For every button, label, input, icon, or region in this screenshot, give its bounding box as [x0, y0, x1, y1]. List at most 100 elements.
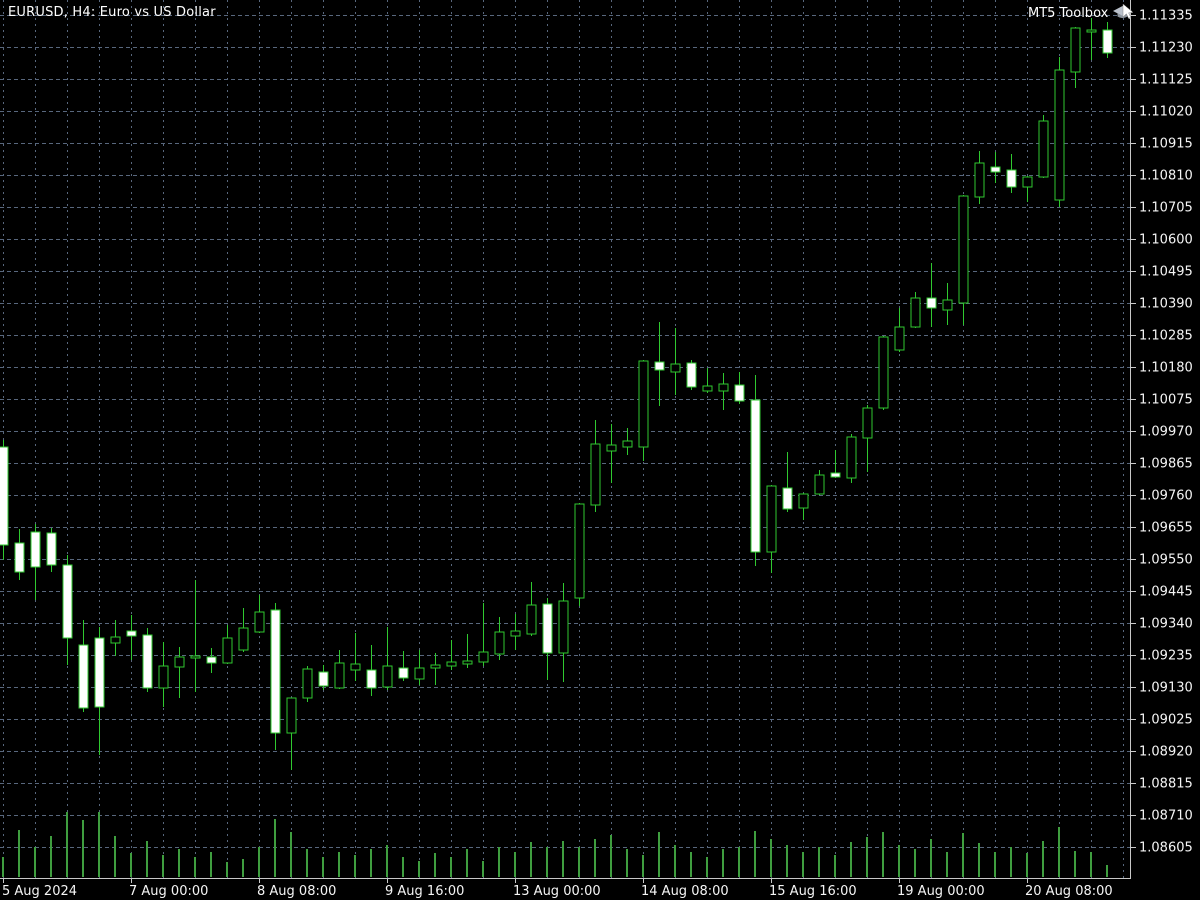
candle-body — [654, 361, 665, 371]
volume-bar — [1106, 865, 1108, 877]
price-tick-label[interactable]: 1.10390 — [1139, 297, 1193, 312]
time-tick-label[interactable]: 20 Aug 08:00 — [1025, 884, 1113, 899]
candle-body — [462, 660, 473, 665]
time-tick-label[interactable]: 9 Aug 16:00 — [385, 884, 464, 899]
volume-bar — [994, 852, 996, 877]
volume-bar — [258, 847, 260, 877]
price-tick-label[interactable]: 1.10600 — [1139, 233, 1193, 248]
candle-body — [254, 611, 265, 633]
volume-bar — [626, 849, 628, 877]
price-tick-label[interactable]: 1.11335 — [1139, 9, 1193, 24]
candle-body — [30, 531, 41, 568]
volume-bar — [210, 852, 212, 877]
price-tick-label[interactable]: 1.10495 — [1139, 265, 1193, 280]
time-tick-label[interactable]: 15 Aug 16:00 — [769, 884, 857, 899]
volume-bar — [274, 819, 276, 877]
volume-bar — [834, 855, 836, 877]
candle-body — [766, 485, 777, 553]
candle-body — [910, 297, 921, 328]
price-tick-label[interactable]: 1.09970 — [1139, 425, 1193, 440]
candle-body — [174, 656, 185, 668]
time-tick-label[interactable]: 8 Aug 08:00 — [257, 884, 336, 899]
candle-body — [862, 407, 873, 439]
time-tick-label[interactable]: 5 Aug 2024 — [2, 884, 77, 899]
price-tick-label[interactable]: 1.10285 — [1139, 329, 1193, 344]
time-tick-label[interactable]: 14 Aug 08:00 — [641, 884, 729, 899]
volume-bar — [338, 852, 340, 877]
volume-bar — [610, 835, 612, 877]
price-tick-label[interactable]: 1.10810 — [1139, 169, 1193, 184]
price-tick-label[interactable]: 1.10075 — [1139, 393, 1193, 408]
price-tick-label[interactable]: 1.08815 — [1139, 777, 1193, 792]
candle-body — [110, 636, 121, 644]
volume-bar — [1090, 852, 1092, 877]
candle-body — [558, 600, 569, 654]
price-tick-label[interactable]: 1.09865 — [1139, 457, 1193, 472]
candle-body — [670, 363, 681, 373]
candle-body — [78, 644, 89, 709]
candle-body — [1102, 29, 1113, 54]
price-tick-label[interactable]: 1.09655 — [1139, 521, 1193, 536]
price-tick-label[interactable]: 1.10915 — [1139, 137, 1193, 152]
candle-body — [430, 664, 441, 669]
volume-bar — [802, 852, 804, 877]
volume-bar — [50, 836, 52, 877]
price-tick-label[interactable]: 1.11020 — [1139, 105, 1193, 120]
candle-body — [206, 656, 217, 664]
price-tick-label[interactable]: 1.10705 — [1139, 201, 1193, 216]
candle-body — [894, 326, 905, 351]
price-tick-label[interactable]: 1.08710 — [1139, 809, 1193, 824]
price-tick-label[interactable]: 1.11125 — [1139, 73, 1193, 88]
volume-bar — [658, 832, 660, 877]
time-tick-label[interactable]: 13 Aug 00:00 — [513, 884, 601, 899]
candle-body — [1038, 120, 1049, 178]
volume-bar — [402, 857, 404, 877]
volume-bar — [418, 861, 420, 877]
volume-bar — [674, 845, 676, 877]
volume-bar — [242, 859, 244, 877]
price-tick-label[interactable]: 1.09445 — [1139, 585, 1193, 600]
volume-bar — [818, 847, 820, 877]
candle-body — [414, 667, 425, 680]
price-tick-label[interactable]: 1.09025 — [1139, 713, 1193, 728]
candle-body — [382, 665, 393, 688]
time-tick-label[interactable]: 19 Aug 00:00 — [897, 884, 985, 899]
candle-body — [526, 604, 537, 635]
volume-bar — [354, 855, 356, 877]
time-tick-label[interactable]: 7 Aug 00:00 — [129, 884, 208, 899]
volume-bar — [386, 845, 388, 877]
volume-bar — [1010, 847, 1012, 877]
candle-body — [814, 474, 825, 495]
price-tick-label[interactable]: 1.09235 — [1139, 649, 1193, 664]
price-tick-label[interactable]: 1.10180 — [1139, 361, 1193, 376]
chart-symbol-label: EURUSD, H4: Euro vs US Dollar — [8, 5, 216, 20]
candle-body — [1070, 27, 1081, 73]
volume-bar — [978, 843, 980, 877]
volume-bar — [162, 855, 164, 877]
volume-bar — [514, 852, 516, 877]
volume-bar — [770, 839, 772, 877]
price-tick-label[interactable]: 1.09760 — [1139, 489, 1193, 504]
volume-bar — [306, 849, 308, 877]
price-tick-label[interactable]: 1.09340 — [1139, 617, 1193, 632]
volume-bar — [578, 847, 580, 877]
price-tick-label[interactable]: 1.08920 — [1139, 745, 1193, 760]
candle-body — [62, 564, 73, 639]
candle-body — [238, 627, 249, 651]
price-tick-label[interactable]: 1.09550 — [1139, 553, 1193, 568]
candle-body — [798, 493, 809, 509]
candle-body — [494, 631, 505, 655]
candle-body — [398, 667, 409, 679]
price-tick-label[interactable]: 1.09130 — [1139, 681, 1193, 696]
volume-bar — [866, 837, 868, 877]
volume-bar — [226, 862, 228, 877]
volume-bar — [178, 849, 180, 877]
volume-bar — [82, 820, 84, 877]
volume-bar — [1042, 841, 1044, 877]
candle-body — [974, 162, 985, 198]
volume-bar — [738, 847, 740, 877]
price-tick-label[interactable]: 1.11230 — [1139, 41, 1193, 56]
volume-bar — [434, 853, 436, 877]
price-tick-label[interactable]: 1.08605 — [1139, 841, 1193, 856]
